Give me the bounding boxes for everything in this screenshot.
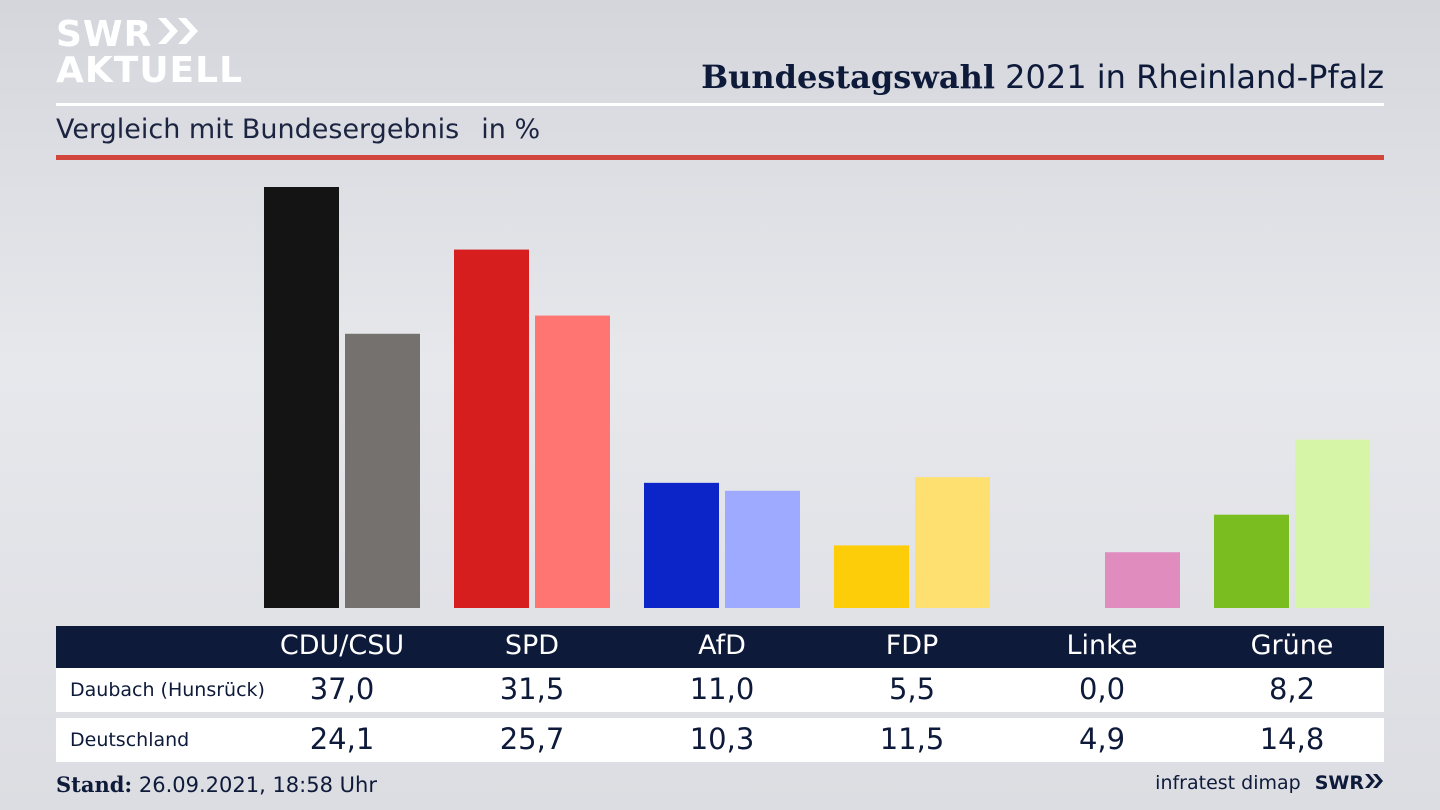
value-gr-ne-local: 8,2: [1268, 672, 1316, 706]
source-text: infratest dimap: [1155, 772, 1301, 794]
table-header: CDU/CSU SPD AfD FDP Linke Grüne: [56, 626, 1384, 668]
subtitle-text: Vergleich mit Bundesergebnis: [56, 114, 460, 145]
footer-chevrons-icon: [1364, 772, 1384, 794]
value-linke-local: 0,0: [1078, 672, 1126, 706]
bar-cdu-csu-local: [264, 187, 339, 608]
bar-fdp-national: [915, 477, 990, 608]
subtitle-divider: [56, 155, 1384, 160]
bar-spd-national: [535, 315, 610, 608]
bar-linke-national: [1105, 552, 1180, 608]
bar-fdp-local: [834, 545, 909, 608]
footer-logo: SWR: [1314, 772, 1364, 794]
value-fdp-local: 5,5: [888, 672, 936, 706]
stand-value: 26.09.2021, 18:58 Uhr: [132, 773, 377, 797]
value-cdu-csu-local: 37,0: [309, 672, 375, 706]
header-linke: Linke: [1066, 630, 1138, 661]
header-fdp: FDP: [885, 630, 939, 661]
value-gr-ne-national: 14,8: [1259, 722, 1325, 756]
value-spd-local: 31,5: [499, 672, 565, 706]
swr-aktuell-logo: SWR AKTUELL: [56, 16, 243, 89]
header-cdu-csu: CDU/CSU: [279, 630, 405, 661]
value-linke-national: 4,9: [1078, 722, 1126, 756]
bar-afd-local: [644, 482, 719, 608]
timestamp: Stand: 26.09.2021, 18:58 Uhr: [56, 772, 377, 797]
chart-subtitle: Vergleich mit Bundesergebnis in %: [56, 114, 540, 145]
row-label-local: Daubach (Hunsrück): [70, 679, 265, 701]
source-credit: infratest dimap SWR: [1155, 772, 1384, 794]
stand-label: Stand:: [56, 772, 133, 797]
header-spd: SPD: [504, 630, 560, 661]
chevrons-icon: [156, 16, 202, 53]
value-afd-national: 10,3: [689, 722, 755, 756]
table-row-local: Daubach (Hunsrück) 37,0 31,5 11,0 5,5 0,0 8,2: [56, 668, 1384, 712]
header-afd: AfD: [698, 630, 746, 661]
bar-gr-ne-local: [1214, 514, 1289, 608]
page-title: Bundestagswahl 2021 in Rheinland-Pfalz: [701, 58, 1384, 96]
table-row-national: Deutschland 24,1 25,7 10,3 11,5 4,9 14,8: [56, 718, 1384, 762]
row-label-national: Deutschland: [70, 729, 190, 751]
header-gr-ne: Grüne: [1250, 630, 1334, 661]
unit-label: in %: [481, 114, 541, 145]
bar-gr-ne-national: [1295, 439, 1370, 608]
value-cdu-csu-national: 24,1: [309, 722, 375, 756]
value-afd-local: 11,0: [689, 672, 755, 706]
header-divider: [56, 103, 1384, 106]
title-bold: Bundestagswahl: [701, 58, 995, 96]
bar-spd-local: [454, 249, 529, 608]
bar-cdu-csu-national: [345, 333, 420, 608]
title-rest: 2021 in Rheinland-Pfalz: [995, 58, 1384, 96]
value-spd-national: 25,7: [499, 722, 565, 756]
logo-swr: SWR: [56, 13, 153, 55]
bar-afd-national: [725, 490, 800, 608]
value-fdp-national: 11,5: [879, 722, 945, 756]
logo-aktuell: AKTUELL: [56, 50, 244, 91]
